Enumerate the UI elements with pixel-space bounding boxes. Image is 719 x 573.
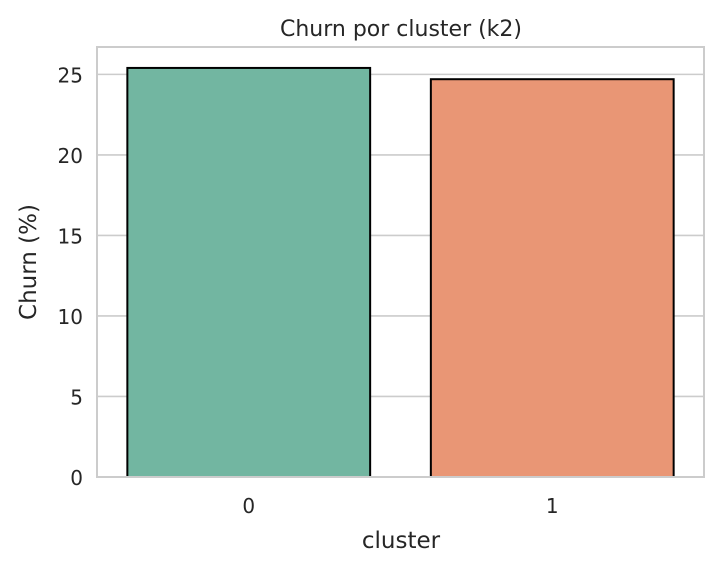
x-tick-label: 1 [546, 494, 559, 518]
bar-cluster-0 [126, 66, 372, 478]
y-tick-label: 15 [58, 224, 83, 248]
plot-frame [96, 46, 705, 478]
y-tick-label: 25 [58, 63, 83, 87]
y-tick-labels: 0 5 10 15 20 25 [58, 63, 83, 490]
bar-cluster-1 [429, 78, 675, 478]
bars [126, 66, 675, 478]
y-tick-label: 10 [58, 305, 83, 329]
y-tick-label: 5 [70, 385, 83, 409]
x-axis-label: cluster [362, 528, 441, 554]
y-axis-label: Churn (%) [16, 204, 42, 320]
x-tick-label: 0 [242, 494, 255, 518]
y-tick-label: 0 [70, 466, 83, 490]
plot-border [96, 46, 705, 478]
y-tick-label: 20 [58, 144, 83, 168]
chart-title: Churn por cluster (k2) [280, 17, 522, 42]
